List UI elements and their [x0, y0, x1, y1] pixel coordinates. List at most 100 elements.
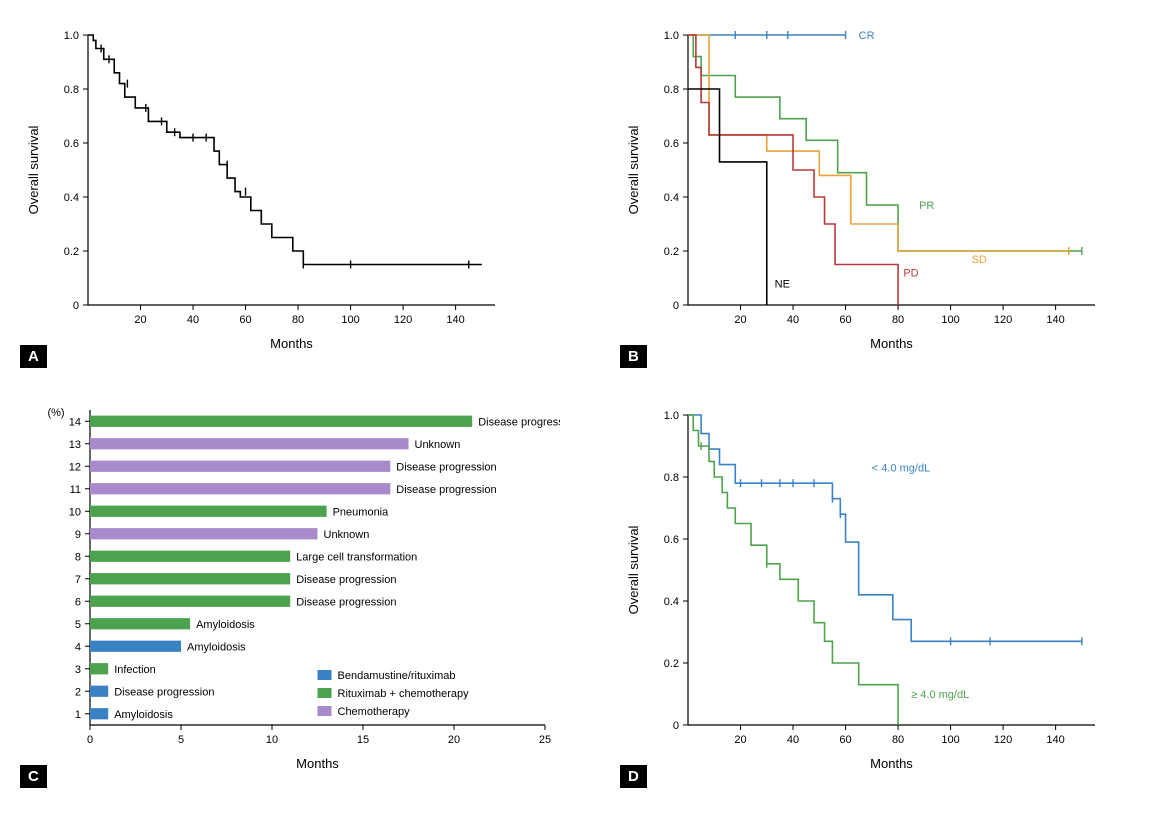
svg-text:40: 40 [187, 314, 199, 326]
svg-text:20: 20 [734, 314, 746, 326]
svg-text:5: 5 [75, 619, 81, 631]
svg-text:NE: NE [775, 278, 790, 290]
svg-text:80: 80 [292, 314, 304, 326]
svg-text:0.6: 0.6 [664, 534, 679, 546]
svg-text:< 4.0 mg/dL: < 4.0 mg/dL [872, 463, 930, 475]
svg-text:140: 140 [1046, 314, 1064, 326]
chart-c-svg: 0510152025(%)1234567891011121314MonthsDi… [20, 400, 560, 780]
svg-text:Large cell transformation: Large cell transformation [296, 551, 417, 563]
svg-text:Overall survival: Overall survival [626, 525, 641, 614]
svg-text:8: 8 [75, 551, 81, 563]
svg-text:Infection: Infection [114, 664, 156, 676]
svg-text:3: 3 [75, 664, 81, 676]
panel-c: 0510152025(%)1234567891011121314MonthsDi… [20, 400, 560, 780]
svg-text:0.6: 0.6 [664, 138, 679, 150]
svg-text:Overall survival: Overall survival [626, 125, 641, 214]
svg-text:0.8: 0.8 [64, 84, 79, 96]
svg-text:Amyloidosis: Amyloidosis [114, 709, 173, 721]
panel-a-label: A [20, 345, 47, 368]
svg-text:CR: CR [859, 30, 875, 42]
svg-text:9: 9 [75, 529, 81, 541]
svg-text:0: 0 [673, 300, 679, 312]
svg-text:120: 120 [994, 314, 1012, 326]
svg-text:0.6: 0.6 [64, 138, 79, 150]
svg-text:Months: Months [270, 336, 313, 351]
svg-text:1.0: 1.0 [664, 410, 679, 422]
svg-text:0.2: 0.2 [64, 246, 79, 258]
svg-text:0: 0 [73, 300, 79, 312]
svg-text:60: 60 [239, 314, 251, 326]
panel-c-label: C [20, 765, 47, 788]
svg-text:100: 100 [941, 734, 959, 746]
svg-text:Disease progression: Disease progression [296, 574, 396, 586]
svg-text:Disease progression: Disease progression [396, 461, 496, 473]
svg-text:PD: PD [903, 268, 918, 280]
svg-text:20: 20 [134, 314, 146, 326]
svg-text:SD: SD [972, 254, 987, 266]
svg-text:0.4: 0.4 [664, 596, 679, 608]
svg-text:(%): (%) [47, 407, 64, 419]
svg-text:100: 100 [341, 314, 359, 326]
svg-text:0.2: 0.2 [664, 246, 679, 258]
svg-text:0.4: 0.4 [664, 192, 679, 204]
svg-text:0.8: 0.8 [664, 472, 679, 484]
figure-grid: 00.20.40.60.81.020406080100120140MonthsO… [20, 20, 1151, 780]
svg-text:6: 6 [75, 596, 81, 608]
svg-text:12: 12 [69, 461, 81, 473]
svg-text:15: 15 [357, 734, 369, 746]
svg-text:0.4: 0.4 [64, 192, 79, 204]
svg-text:Months: Months [870, 756, 913, 771]
panel-b-label: B [620, 345, 647, 368]
svg-text:120: 120 [994, 734, 1012, 746]
svg-text:5: 5 [178, 734, 184, 746]
svg-text:Overall survival: Overall survival [26, 125, 41, 214]
svg-text:1.0: 1.0 [64, 30, 79, 42]
svg-text:0.2: 0.2 [664, 658, 679, 670]
panel-d-label: D [620, 765, 647, 788]
svg-text:40: 40 [787, 734, 799, 746]
svg-text:80: 80 [892, 314, 904, 326]
svg-text:Disease progression: Disease progression [296, 596, 396, 608]
svg-text:25: 25 [539, 734, 551, 746]
svg-text:Months: Months [870, 336, 913, 351]
svg-text:Amyloidosis: Amyloidosis [187, 641, 246, 653]
svg-text:1.0: 1.0 [664, 30, 679, 42]
panel-a: 0 0.2 0.4 0.6 0.8 1.0 20 40 60 80 100 120 140 Months O… [20, 20, 560, 360]
svg-text:Rituximab + chemotherapy: Rituximab + chemotherapy [338, 688, 470, 700]
chart-a-svg: 0 0.2 0.4 0.6 0.8 1.0 20 40 60 80 100 120 140 Months O… [20, 20, 510, 360]
panel-d: 00.20.40.60.81.020406080100120140MonthsO… [620, 400, 1151, 780]
svg-text:20: 20 [448, 734, 460, 746]
svg-text:13: 13 [69, 439, 81, 451]
svg-text:Bendamustine/rituximab: Bendamustine/rituximab [338, 670, 456, 682]
svg-text:4: 4 [75, 641, 81, 653]
svg-text:7: 7 [75, 574, 81, 586]
svg-text:Disease progression: Disease progression [478, 416, 560, 428]
svg-text:0: 0 [87, 734, 93, 746]
svg-text:120: 120 [394, 314, 412, 326]
svg-text:140: 140 [1046, 734, 1064, 746]
svg-text:140: 140 [446, 314, 464, 326]
svg-text:Months: Months [296, 756, 339, 771]
svg-text:Unknown: Unknown [415, 439, 461, 451]
svg-text:PR: PR [919, 200, 934, 212]
svg-text:10: 10 [266, 734, 278, 746]
svg-text:60: 60 [839, 314, 851, 326]
panel-b: 0 0.2 0.4 0.6 0.8 1.0 20 40 60 80 100 120 140 Months O… [620, 20, 1151, 360]
svg-text:2: 2 [75, 686, 81, 698]
svg-text:Amyloidosis: Amyloidosis [196, 619, 255, 631]
svg-text:10: 10 [69, 506, 81, 518]
svg-text:20: 20 [734, 734, 746, 746]
chart-d-svg: 00.20.40.60.81.020406080100120140MonthsO… [620, 400, 1110, 780]
svg-text:Pneumonia: Pneumonia [333, 506, 390, 518]
svg-text:1: 1 [75, 709, 81, 721]
svg-text:Disease progression: Disease progression [114, 686, 214, 698]
chart-b-svg: 0 0.2 0.4 0.6 0.8 1.0 20 40 60 80 100 120 140 Months O… [620, 20, 1110, 360]
svg-text:≥ 4.0 mg/dL: ≥ 4.0 mg/dL [911, 689, 969, 701]
svg-text:0.8: 0.8 [664, 84, 679, 96]
svg-text:Disease progression: Disease progression [396, 484, 496, 496]
svg-text:0: 0 [673, 720, 679, 732]
svg-text:40: 40 [787, 314, 799, 326]
svg-text:Chemotherapy: Chemotherapy [338, 706, 411, 718]
svg-text:100: 100 [941, 314, 959, 326]
svg-text:80: 80 [892, 734, 904, 746]
